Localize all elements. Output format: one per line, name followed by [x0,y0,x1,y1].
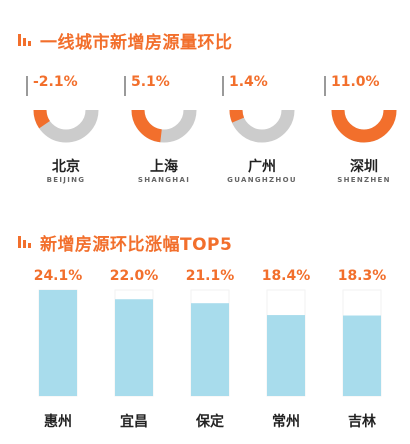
bar-category-label: 保定 [195,413,224,430]
bar-category-label: 常州 [272,413,300,430]
bar-value-label: 18.4% [262,268,311,284]
city-pinyin: SHANGHAI [137,176,191,184]
bar-value-label: 18.3% [338,268,387,284]
bar-5 [343,315,381,396]
city-name: 广州 [248,159,276,175]
gauge-shenzhen: 11.0% 深圳 SHENZHEN [318,70,410,195]
bar-3 [191,303,229,396]
value-divider [124,76,126,96]
bar-2 [115,299,153,396]
city-name: 深圳 [350,159,378,175]
gauge-ring [229,109,295,143]
value-divider [26,76,28,96]
gauge-ring [33,109,99,143]
city-name: 上海 [150,159,178,175]
bar-chart-icon [18,31,32,51]
bar-value-label: 24.1% [34,268,83,284]
section-title-first-tier: 一线城市新增房源量环比 [18,28,233,53]
bar-chart-icon [18,233,32,253]
bar-value-label: 22.0% [110,268,159,284]
gauge-value-label: 1.4% [229,74,268,90]
gauge-value-arc [33,109,51,129]
bar-value-label: 21.1% [186,268,235,284]
gauge-guanghzhou: 1.4% 广州 GUANGHZHOU [216,70,308,195]
gauge-value-label: 5.1% [131,74,170,90]
gauge-ring [331,109,397,143]
city-name: 北京 [52,159,80,175]
gauge-beijing: -2.1% 北京 BEIJING [20,70,112,195]
gauge-track [229,109,295,143]
gauge-value-arc [131,109,163,143]
value-divider [222,76,224,96]
city-pinyin: SHENZHEN [337,176,391,184]
bar-4 [267,315,305,396]
section-title-text: 一线城市新增房源量环比 [40,33,233,53]
section-title-text: 新增房源环比涨幅TOP5 [40,235,233,255]
value-divider [324,76,326,96]
bar-category-label: 吉林 [348,413,376,430]
gauge-value-label: 11.0% [331,74,380,90]
gauge-value-arc [331,109,397,143]
gauge-value-label: -2.1% [33,74,78,90]
gauge-value-arc [229,109,245,123]
city-pinyin: BEIJING [46,176,86,184]
city-pinyin: GUANGHZHOU [227,176,297,184]
bar-category-label: 惠州 [44,413,72,430]
gauge-ring [131,109,197,143]
gauge-shanghai: 5.1% 上海 SHANGHAI [118,70,210,195]
bar-category-label: 宜昌 [120,413,148,430]
bar-1 [39,290,77,396]
section-title-top5: 新增房源环比涨幅TOP5 [18,230,232,255]
